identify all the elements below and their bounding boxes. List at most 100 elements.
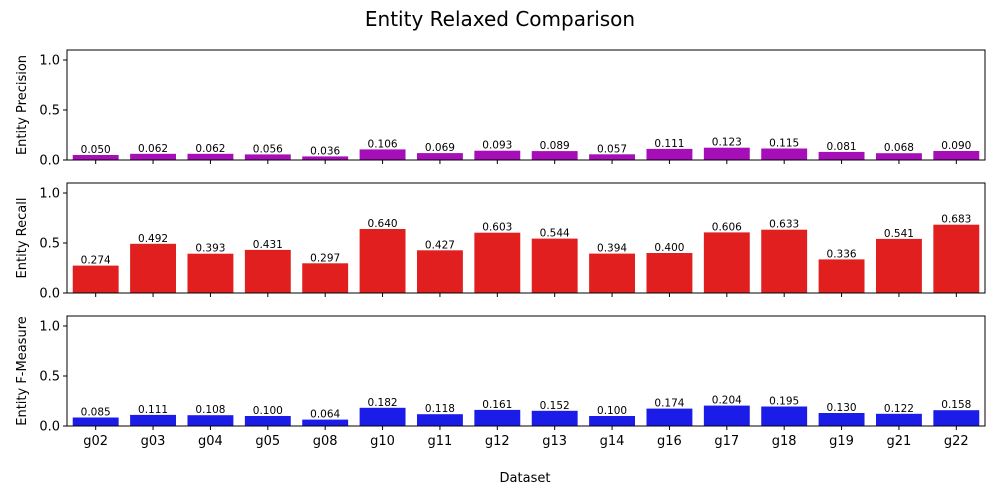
y-tick-label-3-1: 1.0 <box>39 320 60 335</box>
y-tick-label-2-0.5: 0.5 <box>39 237 60 252</box>
x-tick-label-g12: g12 <box>485 434 510 449</box>
bar-3-g12 <box>474 409 521 426</box>
value-label-3-g03: 0.111 <box>138 404 168 416</box>
y-tick-label-2-0: 0.0 <box>39 287 60 302</box>
bar-2-g18 <box>761 229 808 293</box>
bar-2-g02 <box>72 265 119 293</box>
x-tick-label-g22: g22 <box>944 434 969 449</box>
x-tick-label-g03: g03 <box>141 434 166 449</box>
bar-3-g14 <box>589 416 636 426</box>
bar-1-g18 <box>761 148 808 160</box>
value-label-1-g05: 0.056 <box>253 143 283 155</box>
bar-3-g19 <box>818 413 865 426</box>
value-label-2-g17: 0.606 <box>712 221 742 233</box>
y-tick-label-3-0.5: 0.5 <box>39 370 60 385</box>
bar-2-g05 <box>244 249 291 293</box>
bar-2-g21 <box>875 238 922 293</box>
y-axis-label-3: Entity F-Measure <box>15 316 30 426</box>
x-tick-label-g13: g13 <box>542 434 567 449</box>
y-tick-label-1-0.5: 0.5 <box>39 104 60 119</box>
bar-3-g10 <box>359 407 406 426</box>
value-label-2-g08: 0.297 <box>310 252 340 264</box>
x-tick-label-g18: g18 <box>772 434 797 449</box>
bar-1-g08 <box>302 156 349 160</box>
y-tick-label-3-0: 0.0 <box>39 420 60 435</box>
y-axis-label-1: Entity Precision <box>15 55 30 155</box>
bar-2-g16 <box>646 253 693 293</box>
value-label-1-g16: 0.111 <box>654 138 684 150</box>
x-tick-label-g02: g02 <box>83 434 108 449</box>
bar-2-g19 <box>818 259 865 293</box>
bar-2-g04 <box>187 253 234 293</box>
bar-1-g14 <box>589 154 636 160</box>
y-tick-label-2-1: 1.0 <box>39 187 60 202</box>
chart-title: Entity Relaxed Comparison <box>365 7 635 31</box>
y-tick-label-1-0: 0.0 <box>39 154 60 169</box>
value-label-3-g04: 0.108 <box>195 404 225 416</box>
x-tick-label-g14: g14 <box>600 434 625 449</box>
value-label-1-g11: 0.069 <box>425 142 455 154</box>
value-label-3-g13: 0.152 <box>540 400 570 412</box>
bar-1-g05 <box>244 154 291 160</box>
bar-3-g16 <box>646 408 693 426</box>
value-label-3-g14: 0.100 <box>597 405 627 417</box>
x-tick-label-g17: g17 <box>714 434 739 449</box>
bar-2-g12 <box>474 232 521 293</box>
value-label-3-g08: 0.064 <box>310 409 340 421</box>
value-label-2-g02: 0.274 <box>81 255 111 267</box>
value-label-1-g10: 0.106 <box>368 138 398 150</box>
bar-1-g21 <box>875 153 922 160</box>
bar-3-g03 <box>130 414 177 426</box>
value-label-2-g19: 0.336 <box>827 248 857 260</box>
bar-3-g13 <box>531 410 578 426</box>
value-label-2-g03: 0.492 <box>138 233 168 245</box>
value-label-1-g21: 0.068 <box>884 142 914 154</box>
value-label-3-g16: 0.174 <box>654 398 684 410</box>
bar-2-g17 <box>703 232 750 293</box>
value-label-3-g18: 0.195 <box>769 396 799 408</box>
value-label-3-g05: 0.100 <box>253 405 283 417</box>
x-axis-label: Dataset <box>500 471 551 486</box>
bar-1-g13 <box>531 151 578 160</box>
bar-1-g16 <box>646 148 693 160</box>
x-tick-label-g16: g16 <box>657 434 682 449</box>
bar-2-g03 <box>130 243 177 293</box>
value-label-1-g14: 0.057 <box>597 143 627 155</box>
bar-3-g18 <box>761 406 808 426</box>
value-label-1-g17: 0.123 <box>712 137 742 149</box>
bar-3-g08 <box>302 419 349 426</box>
x-tick-label-g10: g10 <box>370 434 395 449</box>
bar-1-g11 <box>416 153 463 160</box>
bar-3-g22 <box>933 410 980 426</box>
value-label-2-g12: 0.603 <box>482 222 512 234</box>
bar-3-g11 <box>416 414 463 426</box>
value-label-1-g02: 0.050 <box>81 144 111 156</box>
value-label-2-g04: 0.393 <box>195 243 225 255</box>
plot-frame-1 <box>66 49 986 161</box>
bar-2-g08 <box>302 263 349 293</box>
bar-1-g17 <box>703 147 750 160</box>
value-label-1-g13: 0.089 <box>540 140 570 152</box>
value-label-1-g18: 0.115 <box>769 138 799 150</box>
x-tick-label-g21: g21 <box>887 434 912 449</box>
value-label-1-g19: 0.081 <box>827 141 857 153</box>
value-label-2-g22: 0.683 <box>941 214 971 226</box>
x-tick-label-g05: g05 <box>255 434 280 449</box>
bar-3-g21 <box>875 413 922 426</box>
value-label-3-g17: 0.204 <box>712 395 742 407</box>
x-tick-label-g19: g19 <box>829 434 854 449</box>
value-label-2-g18: 0.633 <box>769 219 799 231</box>
value-label-3-g22: 0.158 <box>941 399 971 411</box>
value-label-1-g03: 0.062 <box>138 143 168 155</box>
x-tick-label-g04: g04 <box>198 434 223 449</box>
value-label-1-g08: 0.036 <box>310 145 340 157</box>
bar-1-g04 <box>187 153 234 160</box>
x-tick-label-g08: g08 <box>313 434 338 449</box>
value-label-1-g12: 0.093 <box>482 140 512 152</box>
bar-2-g10 <box>359 229 406 293</box>
bar-3-g02 <box>72 417 119 426</box>
value-label-1-g04: 0.062 <box>195 143 225 155</box>
value-label-3-g10: 0.182 <box>368 397 398 409</box>
plot-frame-2 <box>66 182 986 294</box>
